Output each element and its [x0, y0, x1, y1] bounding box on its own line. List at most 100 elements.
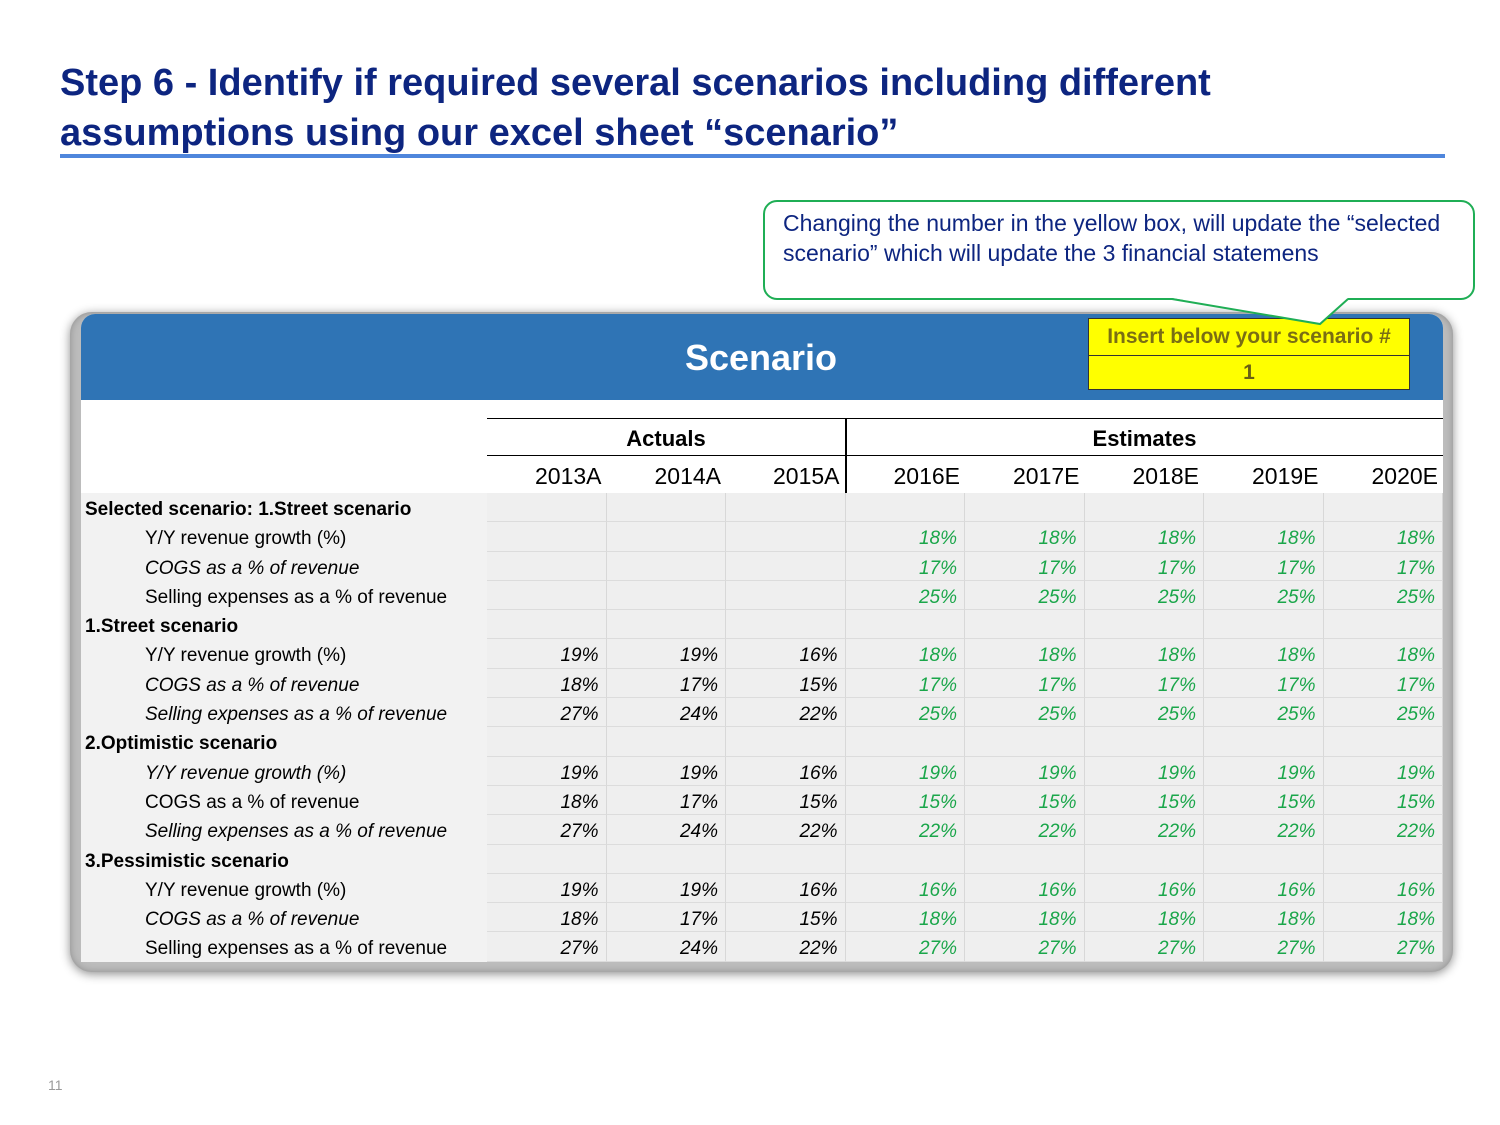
estimate-value-cell: 17%	[845, 668, 965, 699]
year-header: 2016E	[893, 463, 960, 489]
actual-value-cell	[606, 551, 726, 581]
estimate-value-cell	[1323, 493, 1443, 523]
scenario-sheet: Scenario Insert below your scenario # 1 …	[81, 314, 1443, 962]
scenario-selector: Insert below your scenario # 1	[1088, 318, 1410, 390]
estimate-value-cell: 18%	[1084, 639, 1204, 669]
estimate-value-cell: 15%	[1084, 785, 1204, 816]
estimate-value-cell: 25%	[1204, 698, 1324, 728]
callout-pointer	[1171, 298, 1349, 326]
estimate-value-cell: 18%	[965, 639, 1085, 669]
estimate-value-cell: 15%	[1323, 785, 1443, 816]
estimate-value-cell: 18%	[965, 522, 1085, 552]
actual-value-cell: 24%	[606, 932, 726, 962]
actual-value-cell	[487, 522, 607, 552]
table-row: 1.Street scenario	[81, 610, 1443, 640]
estimate-value-cell	[845, 727, 965, 757]
actual-value-cell	[726, 580, 846, 611]
estimate-value-cell: 18%	[1204, 903, 1324, 933]
estimate-value-cell: 25%	[965, 698, 1085, 728]
estimate-value-cell: 17%	[1323, 668, 1443, 699]
estimate-value-cell: 25%	[845, 580, 965, 611]
actual-value-cell: 17%	[606, 668, 726, 699]
actual-value-cell: 18%	[487, 903, 607, 933]
table-row: COGS as a % of revenue 18% 17% 15% 18% 18% 18%…	[81, 903, 1443, 933]
table-row: Y/Y revenue growth (%) 19% 19% 16% 18% 18% 18%…	[81, 639, 1443, 669]
estimate-value-cell: 19%	[845, 756, 965, 786]
row-label: Y/Y revenue growth (%)	[81, 873, 487, 904]
row-label: Y/Y revenue growth (%)	[81, 639, 487, 669]
actual-value-cell: 24%	[606, 698, 726, 728]
scenario-number-input[interactable]: 1	[1243, 361, 1255, 384]
estimate-value-cell: 18%	[1204, 522, 1324, 552]
actual-value-cell	[487, 727, 607, 757]
year-header: 2013A	[534, 463, 602, 489]
actual-value-cell	[487, 580, 607, 611]
actual-value-cell: 16%	[726, 873, 846, 904]
year-header: 2019E	[1251, 463, 1319, 489]
actual-value-cell: 19%	[487, 639, 607, 669]
section-label: Selected scenario: 1.Street scenario	[81, 493, 487, 523]
estimate-value-cell	[845, 610, 965, 640]
actual-value-cell	[726, 727, 846, 757]
actual-value-cell: 18%	[487, 668, 607, 699]
actual-value-cell: 24%	[606, 815, 726, 845]
actual-value-cell	[726, 610, 846, 640]
estimate-value-cell: 17%	[1084, 551, 1204, 581]
estimate-value-cell: 19%	[1204, 756, 1324, 786]
actuals-header: Actuals	[487, 418, 847, 456]
estimate-value-cell: 16%	[1204, 873, 1324, 904]
table-row: Selling expenses as a % of revenue 27% 24%…	[81, 698, 1443, 728]
estimate-value-cell: 27%	[1084, 932, 1204, 962]
table-row: COGS as a % of revenue 18% 17% 15% 15% 15% 15%…	[81, 785, 1443, 816]
estimate-value-cell	[965, 844, 1085, 874]
table-row: Y/Y revenue growth (%) 19% 19% 16% 16% 16% 16%…	[81, 873, 1443, 904]
estimate-value-cell: 25%	[1084, 698, 1204, 728]
table-row: 2.Optimistic scenario	[81, 727, 1443, 757]
estimate-value-cell: 15%	[1204, 785, 1324, 816]
estimate-value-cell: 27%	[1323, 932, 1443, 962]
estimate-value-cell: 18%	[845, 903, 965, 933]
row-label: COGS as a % of revenue	[81, 551, 487, 581]
actual-value-cell: 19%	[487, 873, 607, 904]
actual-value-cell: 27%	[487, 932, 607, 962]
estimate-value-cell: 17%	[965, 551, 1085, 581]
section-label: 1.Street scenario	[81, 610, 487, 640]
estimate-value-cell: 18%	[1323, 903, 1443, 933]
estimate-value-cell: 17%	[1323, 551, 1443, 581]
row-label: Selling expenses as a % of revenue	[81, 580, 487, 611]
row-label: COGS as a % of revenue	[81, 668, 487, 699]
row-label: Selling expenses as a % of revenue	[81, 932, 487, 962]
estimate-value-cell: 18%	[1084, 903, 1204, 933]
table-row: Selling expenses as a % of revenue 25% 25%…	[81, 580, 1443, 611]
row-label: Selling expenses as a % of revenue	[81, 698, 487, 728]
actual-value-cell: 19%	[487, 756, 607, 786]
estimate-value-cell: 25%	[845, 698, 965, 728]
table-row: COGS as a % of revenue 18% 17% 15% 17% 17% 17%…	[81, 668, 1443, 699]
estimate-value-cell: 15%	[845, 785, 965, 816]
year-header: 2018E	[1132, 463, 1199, 489]
estimate-value-cell	[845, 844, 965, 874]
estimate-value-cell: 27%	[845, 932, 965, 962]
estimate-value-cell	[1204, 493, 1324, 523]
actual-value-cell	[606, 493, 726, 523]
estimate-value-cell: 18%	[965, 903, 1085, 933]
estimate-value-cell: 22%	[965, 815, 1085, 845]
estimate-value-cell: 25%	[965, 580, 1085, 611]
year-header: 2017E	[1012, 463, 1080, 489]
slide-title: Step 6 - Identify if required several sc…	[60, 62, 1211, 154]
estimate-value-cell	[1084, 493, 1204, 523]
callout-text: Changing the number in the yellow box, w…	[783, 210, 1441, 266]
estimate-value-cell: 19%	[1323, 756, 1443, 786]
sheet-header-band: Scenario Insert below your scenario # 1	[81, 314, 1443, 400]
table-row: Selected scenario: 1.Street scenario	[81, 493, 1443, 523]
actual-value-cell: 17%	[606, 903, 726, 933]
estimate-value-cell	[1323, 844, 1443, 874]
estimate-value-cell: 18%	[845, 639, 965, 669]
group-header-row: Actuals Estimates	[487, 418, 1443, 456]
actual-value-cell: 15%	[726, 785, 846, 816]
table-row: Y/Y revenue growth (%) 19% 19% 16% 19% 19% 19%…	[81, 756, 1443, 786]
scenario-table: Selected scenario: 1.Street scenario Y/Y …	[81, 493, 1443, 962]
actual-value-cell	[726, 522, 846, 552]
estimate-value-cell: 18%	[1084, 522, 1204, 552]
estimate-value-cell: 16%	[1084, 873, 1204, 904]
